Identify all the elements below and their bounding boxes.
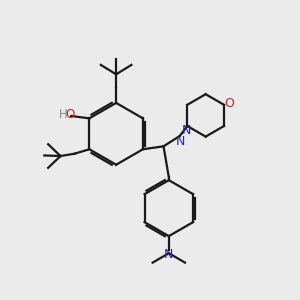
Text: H: H [58, 108, 67, 121]
Text: N: N [176, 135, 185, 148]
Text: N: N [164, 248, 173, 262]
Text: O: O [224, 97, 234, 110]
Text: O: O [65, 108, 74, 121]
Text: N: N [182, 124, 191, 137]
